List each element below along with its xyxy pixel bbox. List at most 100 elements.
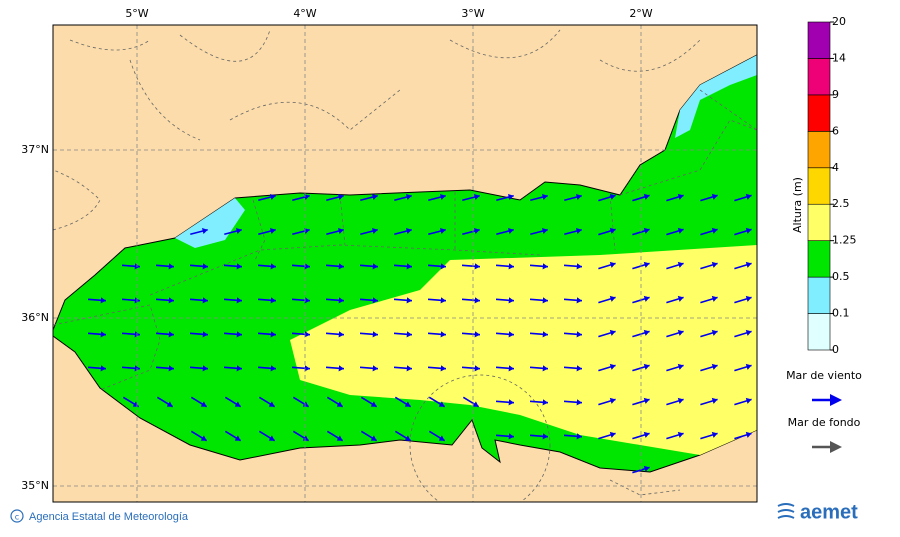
colorbar-label: 1.25 (832, 234, 857, 247)
wave-arrow-head (371, 228, 378, 235)
copyright-icon (10, 509, 24, 523)
wave-arrow-head (576, 433, 582, 440)
wave-arrow-head (473, 228, 480, 235)
wave-arrow-head (303, 194, 310, 201)
wave-arrow-head (200, 435, 207, 441)
wave-arrow-head (268, 435, 275, 441)
wave-arrow-head (405, 194, 412, 201)
wave-arrow-head (270, 331, 276, 338)
wave-arrow-head (643, 397, 650, 404)
wave-arrow-head (269, 194, 276, 201)
wave-arrow-head (338, 365, 344, 372)
wave-arrow-head (371, 194, 378, 201)
wave-arrow-head (202, 297, 208, 304)
wave-arrow-head (575, 228, 582, 235)
map-frame (52, 24, 758, 503)
wave-arrow-head (643, 193, 650, 200)
legend-arrow-head (830, 394, 842, 406)
colorbar-band (807, 313, 831, 351)
wave-arrow-head (337, 228, 344, 235)
wave-arrow-head (677, 363, 684, 370)
wave-arrow-head (677, 397, 684, 404)
wave-arrow-head (541, 228, 548, 235)
wave-arrow-head (508, 399, 514, 406)
legend-label: Mar de fondo (788, 416, 861, 429)
wave-arrow-head (609, 363, 616, 370)
wave-arrow-head (406, 297, 412, 304)
wave-arrow-head (474, 331, 480, 338)
wave-arrow-head (370, 401, 377, 407)
wave-arrow-head (643, 431, 650, 438)
legend-label: Mar de viento (786, 369, 862, 382)
wave-arrow-head (338, 297, 344, 304)
wave-arrow-head (438, 401, 445, 407)
colorbar-label: 0.1 (832, 307, 850, 320)
wave-arrow-head (677, 431, 684, 438)
wave-arrow-head (405, 228, 412, 235)
lat-label: 35°N (21, 479, 49, 492)
wave-arrow-head (542, 365, 548, 372)
wave-arrow-head (168, 263, 174, 270)
wave-arrow-head (643, 295, 650, 302)
wave-arrow-head (508, 331, 514, 338)
colorbar-band (807, 21, 831, 59)
colorbar-label: 6 (832, 124, 839, 137)
wave-arrow-head (474, 263, 480, 270)
colorbar-label: 2.5 (832, 197, 850, 210)
wave-arrow-head (406, 365, 412, 372)
wave-arrow-head (576, 263, 582, 270)
lon-label: 2°W (629, 7, 652, 20)
land-border (53, 29, 701, 496)
lat-label: 37°N (21, 143, 49, 156)
wave-arrow-head (745, 363, 752, 370)
wave-arrow-head (745, 227, 752, 234)
wave-arrow-head (677, 193, 684, 200)
colorbar-band (807, 131, 831, 169)
wave-arrow-head (677, 295, 684, 302)
wave-arrow-head (202, 263, 208, 270)
wave-arrow-head (643, 465, 650, 472)
wave-arrow-head (542, 433, 548, 440)
map-area (53, 25, 757, 502)
wave-arrow-head (711, 193, 718, 200)
wave-arrow-head (270, 297, 276, 304)
lon-label: 3°W (461, 7, 484, 20)
wave-arrow-head (711, 295, 718, 302)
wave-arrow-head (338, 331, 344, 338)
wave-arrow-head (303, 228, 310, 235)
zone-circle (409, 374, 551, 502)
wave-arrow-head (372, 331, 378, 338)
wave-arrow-head (643, 261, 650, 268)
wave-arrow-head (404, 435, 411, 441)
wave-arrow-head (304, 297, 310, 304)
wave-arrow-head (473, 194, 480, 201)
wave-arrow-head (711, 397, 718, 404)
credit: Agencia Estatal de Meteorología (29, 511, 189, 523)
wave-arrow-head (472, 401, 479, 407)
wave-arrow-head (576, 297, 582, 304)
wave-arrow-head (576, 399, 582, 406)
wave-arrow-head (100, 331, 106, 338)
wave-arrow-head (677, 227, 684, 234)
wave-arrow-head (236, 365, 242, 372)
wave-arrow-head (438, 435, 445, 441)
wave-arrow-head (439, 228, 446, 235)
wave-arrow-head (609, 227, 616, 234)
aemet-logo: aemet (777, 501, 858, 523)
wave-arrow-head (302, 401, 309, 407)
colorbar-title: Altura (m) (791, 177, 804, 233)
wave-arrow-head (439, 194, 446, 201)
wave-arrow-head (507, 194, 514, 201)
wave-arrow-head (542, 297, 548, 304)
colorbar-band (807, 58, 831, 96)
wave-arrow-head (508, 263, 514, 270)
colorbar-label: 9 (832, 88, 839, 101)
wave-arrow-head (236, 331, 242, 338)
wave-arrow-head (234, 401, 241, 407)
legend-arrow-head (830, 441, 842, 453)
wave-arrow-head (508, 433, 514, 440)
wave-arrow-head (643, 227, 650, 234)
wave-arrow-head (270, 365, 276, 372)
wave-arrow-head (234, 435, 241, 441)
wave-arrow-head (304, 263, 310, 270)
